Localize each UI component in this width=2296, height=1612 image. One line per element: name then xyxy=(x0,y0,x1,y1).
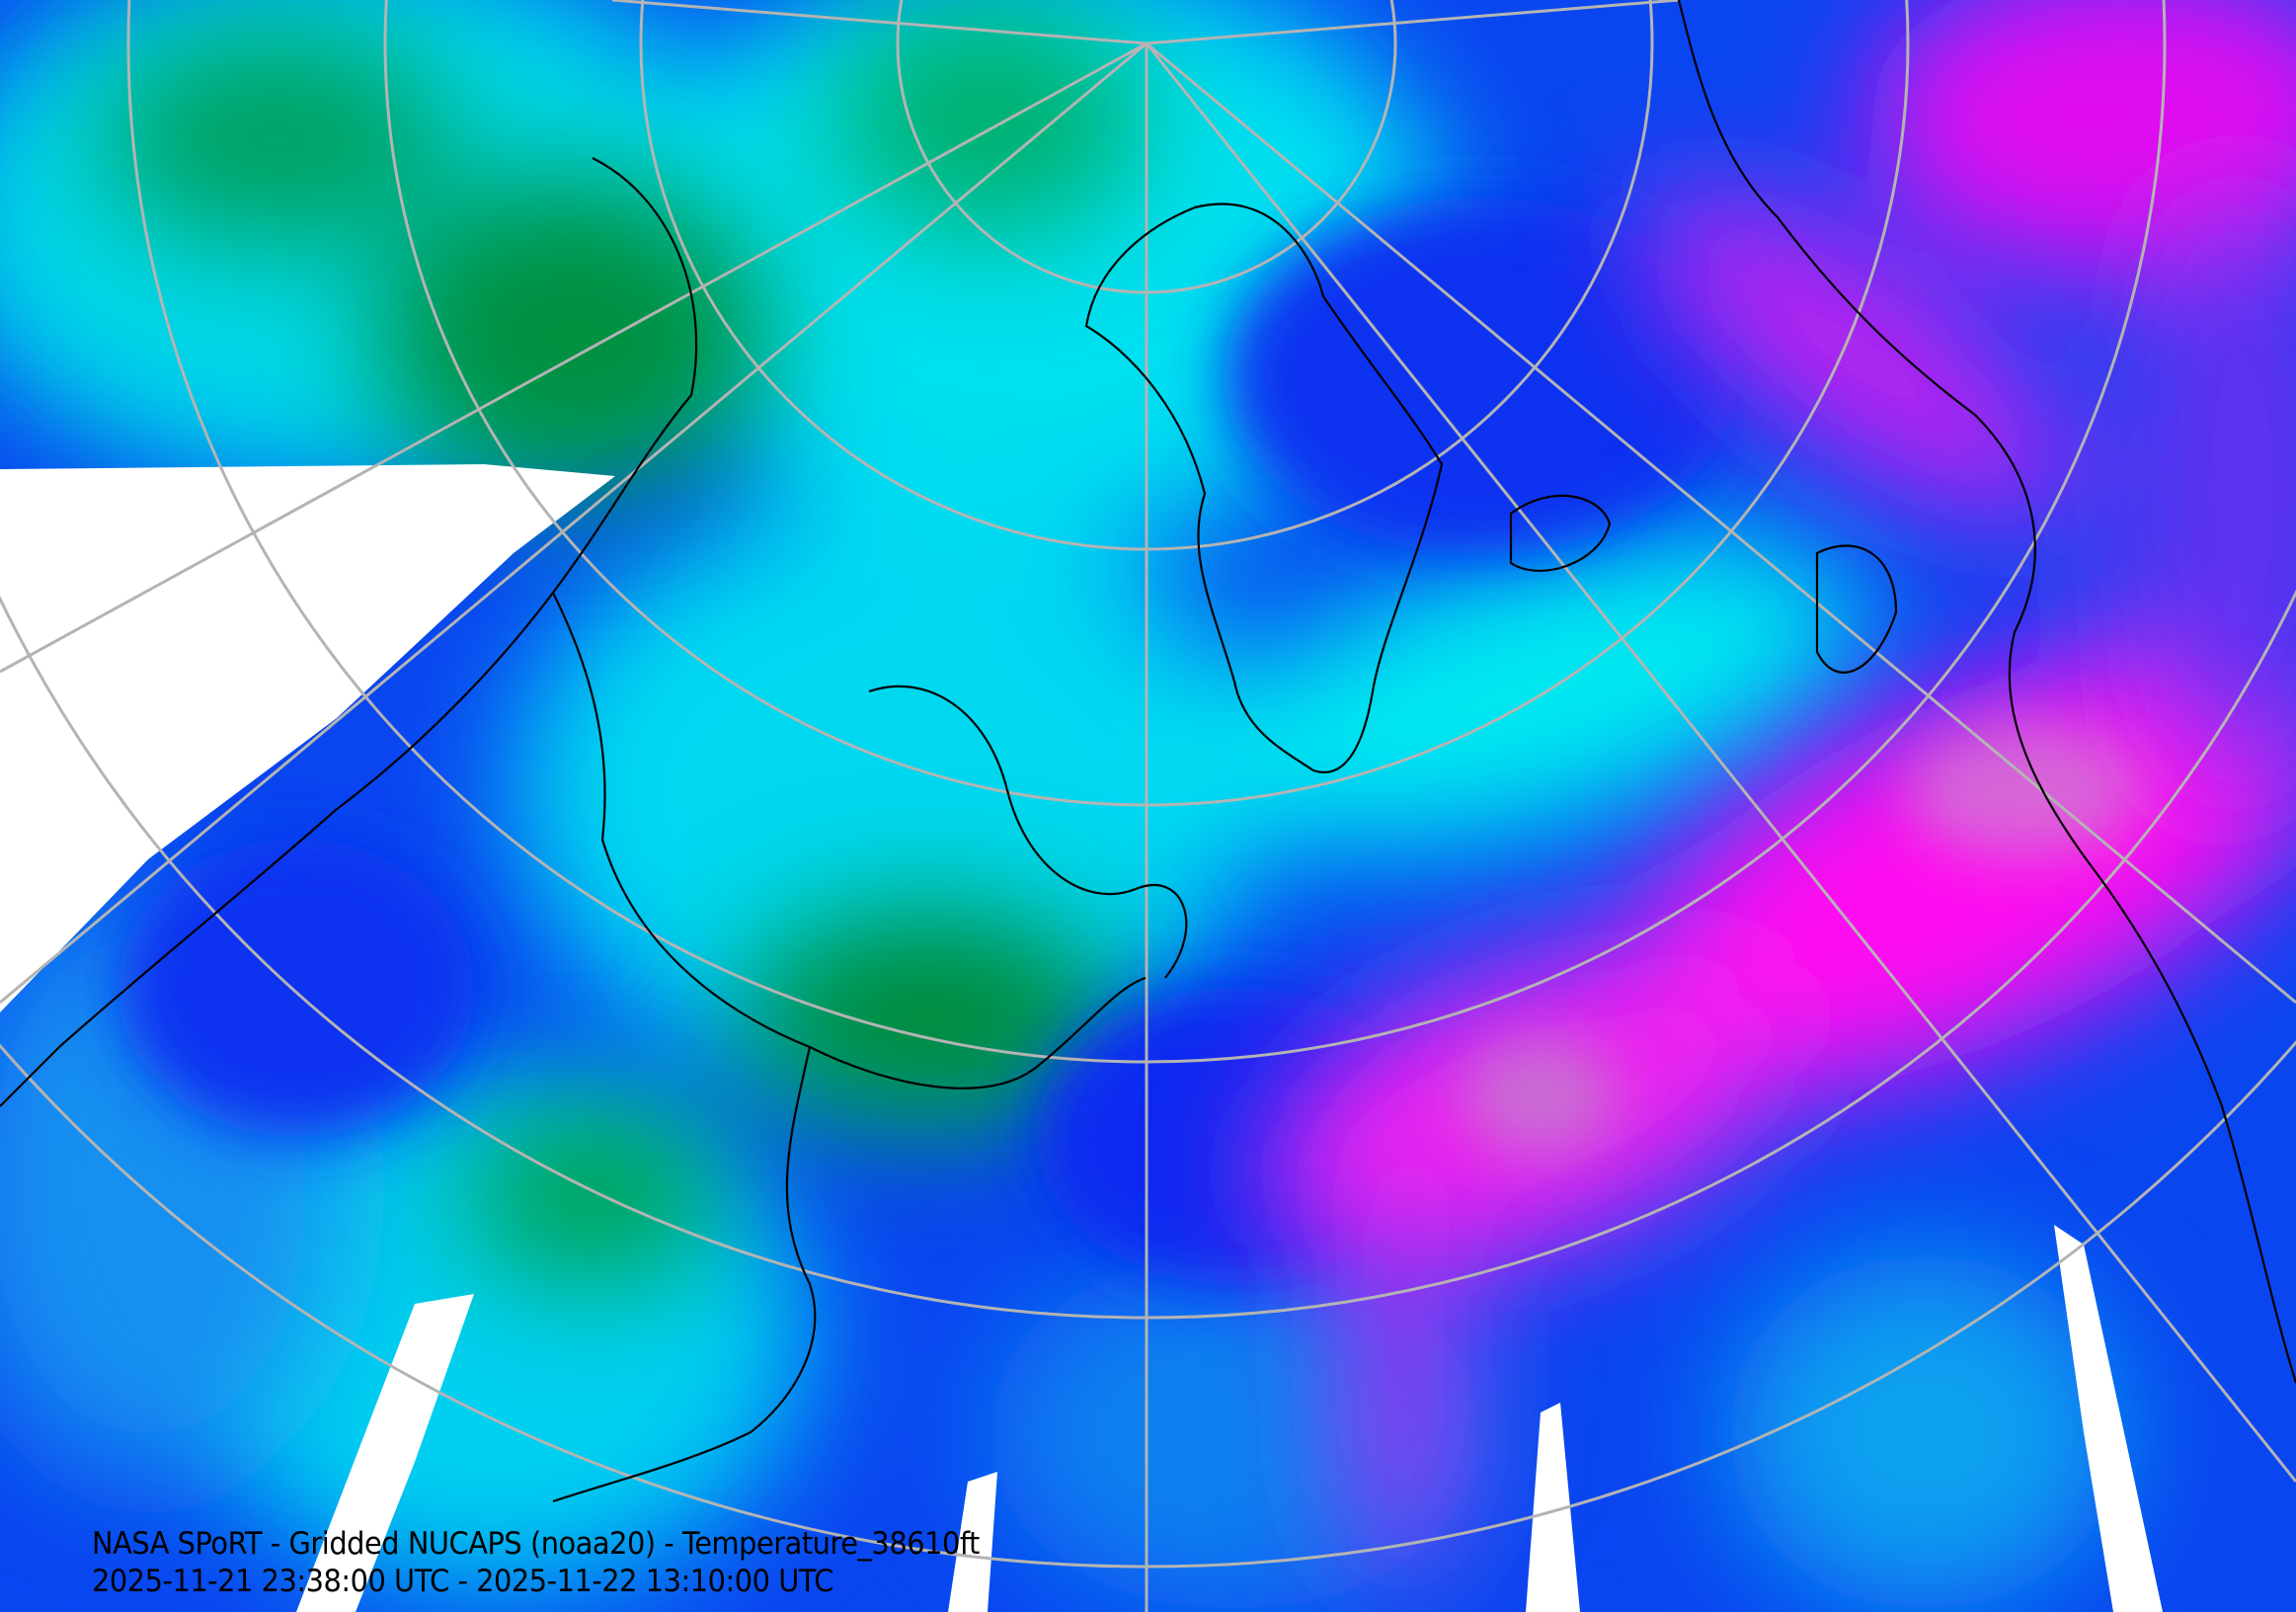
map-title: NASA SPoRT - Gridded NUCAPS (noaa20) - T… xyxy=(92,1526,980,1562)
coastlines xyxy=(0,0,2296,1503)
no-data-regions xyxy=(0,464,2163,1612)
map-time-range: 2025-11-21 23:38:00 UTC - 2025-11-22 13:… xyxy=(92,1564,833,1599)
